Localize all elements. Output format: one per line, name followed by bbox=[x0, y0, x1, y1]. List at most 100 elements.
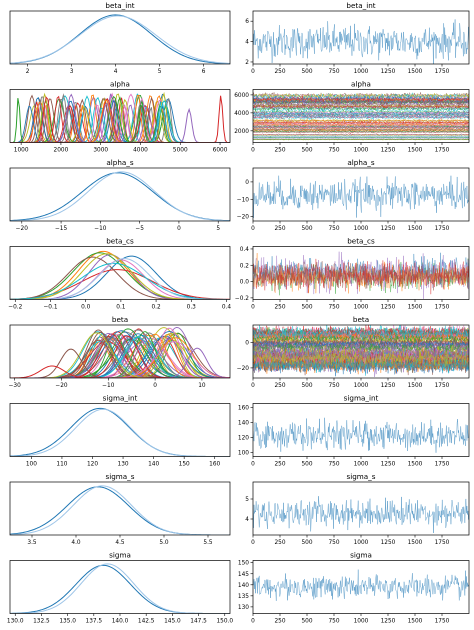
x-tick-label: 1000 bbox=[354, 383, 369, 389]
y-tick-label: 0 bbox=[245, 180, 249, 186]
x-tick-label: 147.5 bbox=[190, 619, 207, 625]
density-curve bbox=[10, 331, 230, 378]
x-tick-label: 6000 bbox=[213, 148, 228, 154]
density-panel-1: beta_int 2 3 4 5 6 bbox=[9, 1, 231, 75]
plot-area bbox=[253, 417, 469, 453]
x-tick-label: 1000 bbox=[354, 305, 369, 311]
x-tick-label: 10 bbox=[198, 383, 206, 389]
axes-frame bbox=[9, 89, 231, 143]
x-tick-label: 100 bbox=[26, 462, 37, 468]
plot-area bbox=[10, 91, 230, 143]
x-tick-label: 4 bbox=[114, 69, 118, 75]
x-tick-label: 1250 bbox=[381, 148, 396, 154]
plot-area bbox=[10, 485, 230, 535]
x-tick-label: 120 bbox=[87, 462, 98, 468]
x-tick-label: 135.0 bbox=[59, 619, 76, 625]
density-curve bbox=[10, 563, 230, 614]
x-tick-label: 0 bbox=[251, 226, 255, 232]
panel-title: beta_cs bbox=[106, 237, 134, 246]
density-curve bbox=[10, 92, 230, 143]
x-tick-label: 6 bbox=[202, 69, 206, 75]
x-tick-label: 132.5 bbox=[33, 619, 50, 625]
density-curve bbox=[10, 332, 230, 378]
trace-line bbox=[253, 108, 469, 115]
density-curve bbox=[10, 334, 230, 378]
trace-line bbox=[253, 332, 469, 344]
x-tick-label: 750 bbox=[328, 226, 339, 232]
trace-line bbox=[253, 103, 469, 110]
density-curve bbox=[10, 95, 230, 143]
axes-frame bbox=[9, 324, 231, 379]
x-tick-label: −15 bbox=[55, 226, 68, 232]
x-tick-label: 150 bbox=[179, 462, 190, 468]
x-tick-label: 500 bbox=[301, 383, 312, 389]
trace-line bbox=[253, 258, 469, 295]
trace-panel-7: sigma_s 0 250 500 750 1000 1250 1500 1750 4 5 bbox=[245, 472, 470, 546]
density-curve bbox=[10, 329, 230, 378]
x-tick-label: 750 bbox=[328, 540, 339, 546]
trace-line bbox=[253, 122, 469, 127]
trace-line bbox=[253, 120, 469, 126]
x-tick-label: 500 bbox=[301, 462, 312, 468]
x-tick-label: 1500 bbox=[408, 540, 423, 546]
y-tick-label: 140 bbox=[238, 583, 249, 589]
x-tick-label: 0 bbox=[177, 226, 181, 232]
x-tick-label: 250 bbox=[274, 226, 285, 232]
x-tick-label: 110 bbox=[56, 462, 67, 468]
density-panel-4: beta_cs −0.2 −0.1 0.0 0.1 0.2 0.3 0.4 bbox=[8, 237, 231, 311]
y-tick-label: 2000 bbox=[234, 129, 249, 135]
x-tick-label: 1750 bbox=[435, 69, 450, 75]
plot-area bbox=[253, 325, 469, 377]
x-tick-label: 1250 bbox=[381, 69, 396, 75]
density-curve bbox=[10, 485, 230, 535]
trace-line bbox=[253, 138, 469, 141]
density-curve bbox=[10, 171, 230, 221]
density-curve bbox=[10, 98, 230, 143]
panel-title: sigma bbox=[350, 551, 372, 560]
y-tick-label: 4000 bbox=[234, 111, 249, 117]
density-curve bbox=[10, 104, 230, 143]
x-tick-label: 0 bbox=[251, 619, 255, 625]
x-tick-label: 5.0 bbox=[159, 540, 169, 546]
density-curve bbox=[10, 98, 230, 143]
x-tick-label: 0.0 bbox=[81, 305, 91, 311]
density-panel-8: sigma 130.0 132.5 135.0 137.5 140.0 142.5 145.0… bbox=[7, 551, 233, 625]
x-tick-label: 3.5 bbox=[27, 540, 37, 546]
trace-line bbox=[253, 341, 469, 355]
y-tick-label: 140 bbox=[238, 420, 249, 426]
density-curve bbox=[10, 332, 230, 378]
density-curve bbox=[10, 262, 230, 300]
density-curve bbox=[10, 255, 230, 300]
y-tick-label: −20 bbox=[237, 366, 250, 372]
x-tick-label: 250 bbox=[274, 619, 285, 625]
x-tick-label: 1500 bbox=[408, 462, 423, 468]
panel-title: beta_int bbox=[105, 1, 134, 10]
trace-line bbox=[253, 132, 469, 136]
x-tick-label: 137.5 bbox=[86, 619, 103, 625]
density-curve bbox=[10, 15, 230, 64]
plot-area bbox=[253, 251, 469, 299]
plot-area bbox=[253, 175, 469, 218]
x-tick-label: 1250 bbox=[381, 226, 396, 232]
y-tick-label: 0.4 bbox=[240, 247, 250, 253]
plot-area bbox=[253, 19, 469, 64]
x-tick-label: 4.0 bbox=[71, 540, 81, 546]
panel-title: sigma_int bbox=[103, 394, 138, 403]
trace-line bbox=[253, 347, 469, 365]
y-tick-label: 150 bbox=[238, 561, 249, 567]
density-curve bbox=[10, 103, 230, 143]
x-tick-label: 500 bbox=[301, 226, 312, 232]
panel-title: beta bbox=[112, 315, 128, 324]
plot-area bbox=[253, 569, 469, 601]
x-tick-label: 0.1 bbox=[116, 305, 126, 311]
density-curve bbox=[10, 337, 230, 378]
trace-line bbox=[253, 122, 469, 128]
y-tick-label: 145 bbox=[238, 572, 249, 578]
trace-line bbox=[253, 103, 469, 110]
trace-panel-2: alpha 0 250 500 750 1000 1250 1500 1750 2000 4000 6… bbox=[234, 80, 470, 154]
trace-line bbox=[253, 496, 469, 533]
x-tick-label: 0 bbox=[251, 305, 255, 311]
x-tick-label: −5 bbox=[135, 226, 144, 232]
axes-frame bbox=[9, 246, 231, 300]
